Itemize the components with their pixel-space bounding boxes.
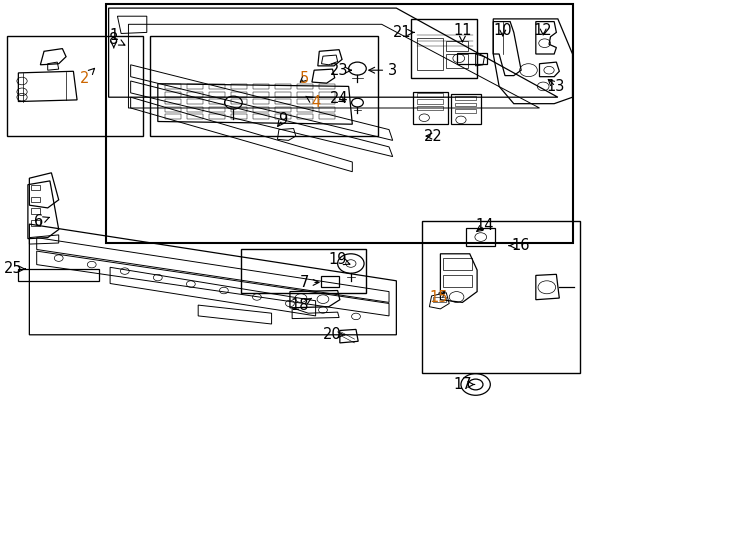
Bar (253, 92, 269, 97)
Bar (165, 99, 181, 104)
Bar (297, 114, 313, 119)
Text: 2: 2 (80, 69, 95, 86)
Bar (275, 107, 291, 112)
Bar (443, 275, 472, 287)
Text: 12: 12 (534, 23, 553, 38)
Bar (253, 107, 269, 112)
Text: 10: 10 (493, 23, 512, 38)
Bar (231, 114, 247, 119)
Bar (187, 114, 203, 119)
Bar (231, 107, 247, 112)
Bar (209, 92, 225, 97)
Bar (187, 92, 203, 97)
Bar (446, 40, 468, 51)
Bar (275, 92, 291, 97)
Text: 6: 6 (34, 214, 49, 229)
Bar (466, 228, 495, 246)
Text: 13: 13 (546, 79, 565, 94)
Bar (275, 84, 291, 89)
Text: 15: 15 (429, 289, 448, 305)
Text: 3: 3 (368, 63, 397, 78)
Bar (165, 92, 181, 97)
Text: 16: 16 (509, 238, 531, 253)
Text: 4: 4 (306, 95, 320, 110)
Bar (455, 109, 476, 113)
Bar (319, 114, 335, 119)
Bar (209, 114, 225, 119)
Bar (321, 276, 339, 287)
Bar (275, 114, 291, 119)
Bar (209, 84, 225, 89)
Bar (417, 99, 443, 104)
Bar (187, 99, 203, 104)
Bar (319, 99, 335, 104)
Bar (433, 297, 446, 302)
Bar (319, 92, 335, 97)
Bar (209, 99, 225, 104)
Bar (231, 84, 247, 89)
Bar (187, 107, 203, 112)
Text: 11: 11 (453, 23, 472, 42)
Bar (209, 107, 225, 112)
Bar (451, 94, 481, 124)
Bar (275, 99, 291, 104)
Bar (417, 38, 443, 70)
Text: 23: 23 (330, 63, 352, 78)
Bar (31, 197, 40, 202)
Bar (150, 36, 378, 136)
Bar (455, 96, 476, 100)
Text: 14: 14 (475, 218, 494, 233)
Bar (18, 269, 99, 281)
Bar (417, 106, 443, 110)
Bar (31, 220, 40, 226)
Text: 9: 9 (277, 112, 287, 127)
Bar (455, 103, 476, 106)
Text: 17: 17 (453, 377, 475, 392)
Text: 7: 7 (300, 275, 319, 290)
Bar (7, 36, 143, 136)
Bar (411, 19, 477, 78)
Bar (31, 208, 40, 214)
Bar (241, 249, 366, 293)
Text: 21: 21 (393, 25, 415, 40)
Bar (413, 92, 448, 124)
Bar (457, 53, 487, 64)
Text: 1: 1 (109, 28, 118, 48)
Bar (253, 84, 269, 89)
Text: 24: 24 (330, 91, 349, 106)
Bar (297, 92, 313, 97)
Bar (253, 114, 269, 119)
Text: 22: 22 (424, 129, 443, 144)
Bar (417, 93, 443, 97)
Bar (297, 84, 313, 89)
Text: 5: 5 (300, 71, 309, 86)
Bar (319, 107, 335, 112)
Text: 19: 19 (328, 252, 350, 267)
Text: 20: 20 (323, 327, 345, 342)
Bar (443, 258, 472, 270)
Bar (446, 54, 468, 68)
Bar (31, 185, 40, 190)
Bar (297, 107, 313, 112)
Text: 25: 25 (4, 261, 26, 276)
Text: 8: 8 (109, 32, 125, 47)
Bar (231, 99, 247, 104)
Text: 18: 18 (290, 298, 311, 313)
Bar (253, 99, 269, 104)
Bar (165, 84, 181, 89)
Bar (165, 114, 181, 119)
Bar (297, 99, 313, 104)
Bar (165, 107, 181, 112)
Bar (187, 84, 203, 89)
Bar (422, 221, 580, 373)
Bar (319, 84, 335, 89)
Bar (231, 92, 247, 97)
